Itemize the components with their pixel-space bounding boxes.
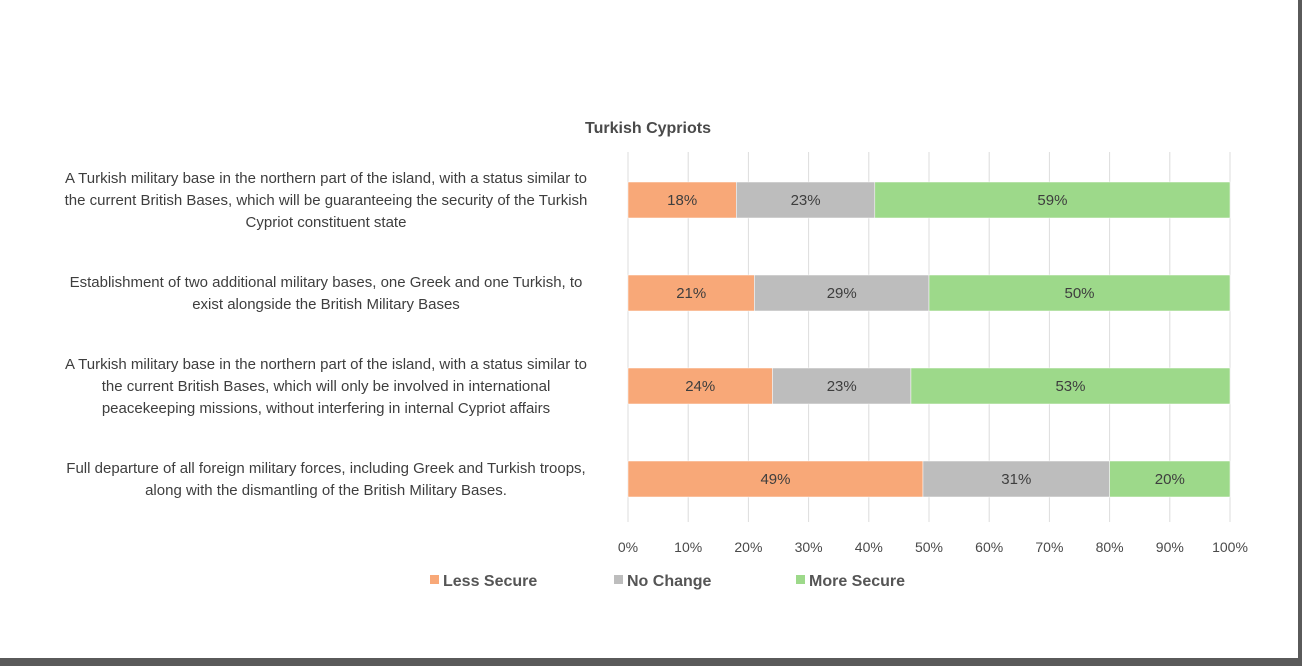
data-label: 59% (1037, 192, 1067, 209)
x-tick-label: 80% (1096, 539, 1124, 555)
data-label: 23% (791, 192, 821, 209)
data-label: 24% (685, 378, 715, 395)
category-label-line: Cypriot constituent state (246, 214, 407, 231)
category-label: A Turkish military base in the northern … (65, 356, 587, 417)
legend-swatch (614, 575, 623, 584)
data-label: 53% (1055, 378, 1085, 395)
category-label-line: the current British Bases, which will be… (65, 192, 588, 209)
legend: Less Secure No Change More Secure (430, 573, 905, 590)
category-label: A Turkish military base in the northern … (65, 170, 588, 231)
category-label-line: A Turkish military base in the northern … (65, 170, 587, 187)
category-label: Establishment of two additional military… (70, 274, 583, 313)
x-tick-label: 10% (674, 539, 702, 555)
data-label: 50% (1064, 285, 1094, 302)
x-tick-label: 50% (915, 539, 943, 555)
category-label-line: exist alongside the British Military Bas… (192, 296, 460, 313)
bar-segment (772, 367, 912, 405)
category-label: Full departure of all foreign military f… (66, 460, 585, 499)
x-tick-label: 30% (795, 539, 823, 555)
x-tick-label: 100% (1212, 539, 1248, 555)
bar-segment (1109, 460, 1231, 498)
bar-segment (874, 181, 1231, 219)
window-border-right (1298, 0, 1302, 666)
data-label: 29% (827, 285, 857, 302)
bar-segment (736, 181, 876, 219)
x-tick-label: 40% (855, 539, 883, 555)
data-label: 31% (1001, 471, 1031, 488)
x-tick-label: 70% (1035, 539, 1063, 555)
bar-segment (627, 274, 755, 312)
window-border-bottom (0, 658, 1302, 666)
category-label-line: peacekeeping missions, without interferi… (102, 400, 550, 417)
category-labels: A Turkish military base in the northern … (65, 170, 588, 499)
bars: 18% 23% 59% 21% 29% 50% 24% 23% 53% 49% 31% 20% (627, 181, 1231, 498)
x-tick-label: 60% (975, 539, 1003, 555)
legend-label: Less Secure (443, 573, 537, 590)
category-label-line: Establishment of two additional military… (70, 274, 583, 291)
legend-label: More Secure (809, 573, 905, 590)
category-label-line: along with the dismantling of the Britis… (145, 482, 507, 499)
category-label-line: Full departure of all foreign military f… (66, 460, 585, 477)
category-label-line: the current British Bases, which will on… (102, 378, 551, 395)
x-tick-label: 0% (618, 539, 638, 555)
data-label: 23% (827, 378, 857, 395)
legend-label: No Change (627, 573, 712, 590)
data-label: 18% (667, 192, 697, 209)
legend-swatch (430, 575, 439, 584)
bar-segment (754, 274, 930, 312)
x-tick-label: 90% (1156, 539, 1184, 555)
category-label-line: A Turkish military base in the northern … (65, 356, 587, 373)
bar-segment (627, 181, 737, 219)
chart-title: Turkish Cypriots (585, 120, 711, 137)
bar-segment (627, 460, 924, 498)
data-label: 21% (676, 285, 706, 302)
bar-segment (928, 274, 1231, 312)
data-label: 49% (760, 471, 790, 488)
legend-swatch (796, 575, 805, 584)
data-label: 20% (1155, 471, 1185, 488)
bar-segment (910, 367, 1231, 405)
x-axis-ticks: 0% 10% 20% 30% 40% 50% 60% 70% 80% 90% 100% (618, 539, 1248, 555)
x-tick-label: 20% (734, 539, 762, 555)
